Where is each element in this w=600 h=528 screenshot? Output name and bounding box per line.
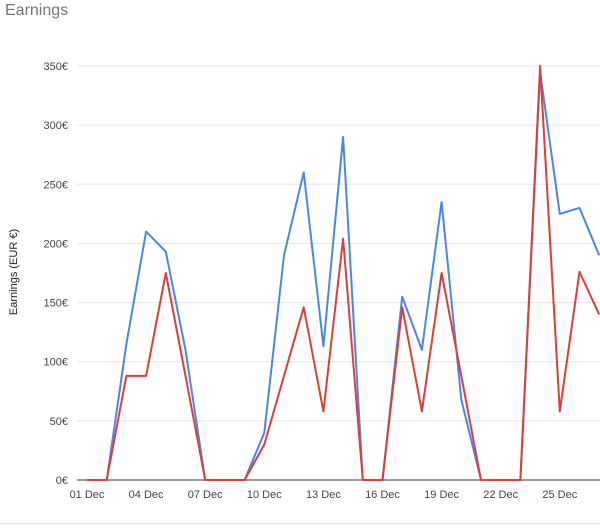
x-tick-label: 22 Dec <box>483 489 518 501</box>
y-tick-label: 250€ <box>44 179 68 191</box>
series-lines <box>87 65 600 481</box>
x-tick-label: 01 Dec <box>70 489 105 501</box>
x-tick-label: 10 Dec <box>247 489 282 501</box>
y-tick-label: 0€ <box>56 475 68 487</box>
x-tick-label: 07 Dec <box>188 489 223 501</box>
bottom-divider <box>0 523 600 524</box>
y-tick-label: 300€ <box>44 120 68 132</box>
y-axis-title: Earnings (EUR €) <box>8 229 20 315</box>
y-tick-label: 150€ <box>44 298 68 310</box>
y-tick-label: 50€ <box>50 416 68 428</box>
series-line-2 <box>87 65 600 481</box>
x-tick-label: 04 Dec <box>129 489 164 501</box>
x-axis-ticks: 01 Dec 04 Dec 07 Dec 10 Dec 13 Dec 16 Dec 19 D… <box>70 489 578 501</box>
y-tick-label: 350€ <box>44 61 68 73</box>
x-tick-label: 13 Dec <box>306 489 341 501</box>
y-tick-label: 100€ <box>44 357 68 369</box>
y-tick-label: 200€ <box>44 238 68 250</box>
x-tick-label: 19 Dec <box>424 489 459 501</box>
y-axis-ticks: 0€ 50€ 100€ 150€ 200€ 250€ 300€ 350€ <box>44 61 68 487</box>
chart-title: Earnings <box>5 2 69 19</box>
x-tick-label: 25 Dec <box>542 489 577 501</box>
gridlines <box>77 65 600 481</box>
x-tick-label: 16 Dec <box>365 489 400 501</box>
